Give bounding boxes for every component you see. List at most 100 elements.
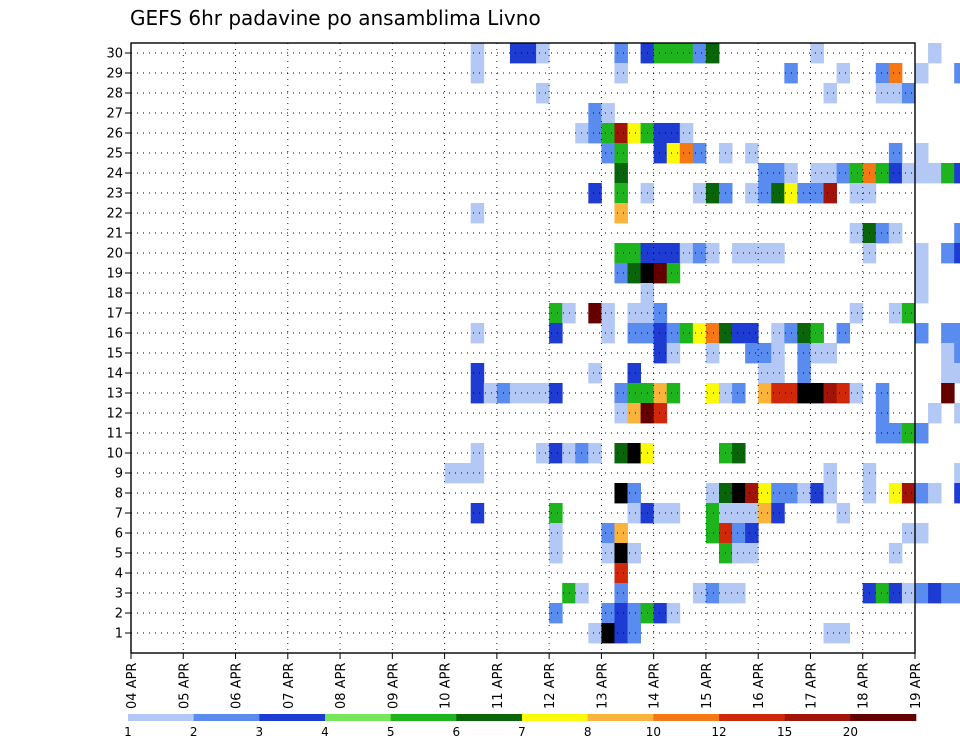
heatmap-cell (823, 183, 837, 204)
heatmap-cell (666, 43, 681, 64)
heatmap-cell (705, 523, 720, 544)
heatmap-cell (601, 123, 615, 144)
heatmap-cell (470, 443, 485, 464)
y-tick-label: 16 (106, 327, 123, 342)
cells-layer (444, 43, 960, 644)
heatmap-cell (666, 603, 681, 624)
heatmap-cell (875, 403, 890, 424)
heatmap-cell (588, 103, 602, 124)
heatmap-cell (732, 503, 746, 524)
heatmap-cell (470, 203, 485, 224)
heatmap-cell (627, 483, 641, 504)
heatmap-cell (745, 143, 759, 164)
heatmap-cell (758, 483, 772, 504)
heatmap-cell (549, 443, 563, 464)
heatmap-cell (941, 363, 955, 384)
plot-frame (130, 42, 916, 654)
heatmap-cell (954, 343, 960, 364)
heatmap-cell (692, 43, 707, 64)
heatmap-cell (666, 143, 681, 164)
heatmap-cell (954, 243, 960, 264)
heatmap-cell (745, 343, 759, 364)
heatmap-cell (823, 163, 837, 184)
heatmap-cell (679, 243, 694, 264)
heatmap-cell (771, 483, 785, 504)
heatmap-cell (562, 443, 576, 464)
heatmap-cell (601, 523, 615, 544)
heatmap-cell (575, 583, 589, 604)
colorbar-label: 8 (584, 725, 592, 739)
heatmap-cell (588, 363, 602, 384)
heatmap-cell (536, 443, 550, 464)
colorbar-label: 1 (124, 725, 132, 739)
colorbar-label: 20 (843, 725, 858, 739)
heatmap-cell (549, 323, 563, 344)
heatmap-cell (705, 323, 720, 344)
heatmap-cell (601, 323, 615, 344)
heatmap-cell (470, 323, 485, 344)
heatmap-cell (745, 543, 759, 564)
heatmap-cell (614, 443, 628, 464)
heatmap-cell (758, 243, 772, 264)
heatmap-cell (849, 223, 864, 244)
heatmap-cell (588, 443, 602, 464)
heatmap-cell (810, 323, 824, 344)
y-tick-label: 2 (115, 607, 123, 622)
heatmap-cell (941, 383, 955, 404)
y-tick-label: 9 (115, 467, 123, 482)
y-tick-label: 18 (106, 287, 123, 302)
heatmap-cell (888, 583, 903, 604)
y-tick-label: 12 (106, 407, 123, 422)
heatmap-cell (575, 123, 589, 144)
heatmap-cell (875, 163, 890, 184)
heatmap-cell (954, 403, 960, 424)
y-tick-label: 3 (115, 587, 123, 602)
heatmap-cell (653, 343, 668, 364)
heatmap-cell (614, 483, 628, 504)
heatmap-cell (653, 503, 668, 524)
heatmap-cell (549, 603, 563, 624)
heatmap-cell (928, 583, 942, 604)
heatmap-cell (470, 43, 485, 64)
heatmap-cell (653, 323, 668, 344)
heatmap-cell (771, 323, 785, 344)
heatmap-cell (915, 483, 929, 504)
x-tick-label: 14 APR (648, 663, 663, 709)
heatmap-cell (745, 183, 759, 204)
heatmap-cell (627, 543, 641, 564)
heatmap-cell (653, 403, 668, 424)
heatmap-cell (705, 503, 720, 524)
heatmap-cell (745, 483, 759, 504)
heatmap-cell (627, 603, 641, 624)
heatmap-cell (562, 583, 576, 604)
heatmap-cell (823, 483, 837, 504)
y-tick-label: 8 (115, 487, 123, 502)
heatmap-cell (588, 183, 602, 204)
y-axis: 1234567891011121314151617181920212223242… (106, 47, 131, 642)
heatmap-cell (614, 143, 628, 164)
colorbar-swatch (653, 714, 720, 721)
heatmap-cell (836, 163, 851, 184)
heatmap-cell (614, 563, 628, 584)
x-tick-label: 07 APR (282, 663, 297, 709)
y-tick-label: 4 (115, 567, 123, 582)
heatmap-cell (810, 43, 824, 64)
heatmap-cell (614, 163, 628, 184)
heatmap-cell (627, 263, 641, 284)
heatmap-cell (810, 343, 824, 364)
heatmap-cell (849, 303, 864, 324)
heatmap-cell (888, 303, 903, 324)
heatmap-cell (679, 123, 694, 144)
heatmap-cell (692, 323, 707, 344)
heatmap-cell (901, 523, 916, 544)
heatmap-cell (875, 583, 890, 604)
heatmap-cell (875, 223, 890, 244)
colorbar-label: 3 (256, 725, 264, 739)
heatmap-cell (928, 43, 942, 64)
heatmap-cell (849, 183, 864, 204)
heatmap-cell (888, 543, 903, 564)
heatmap-cell (915, 323, 929, 344)
heatmap-cell (954, 363, 960, 384)
colorbar-swatch (719, 714, 785, 721)
